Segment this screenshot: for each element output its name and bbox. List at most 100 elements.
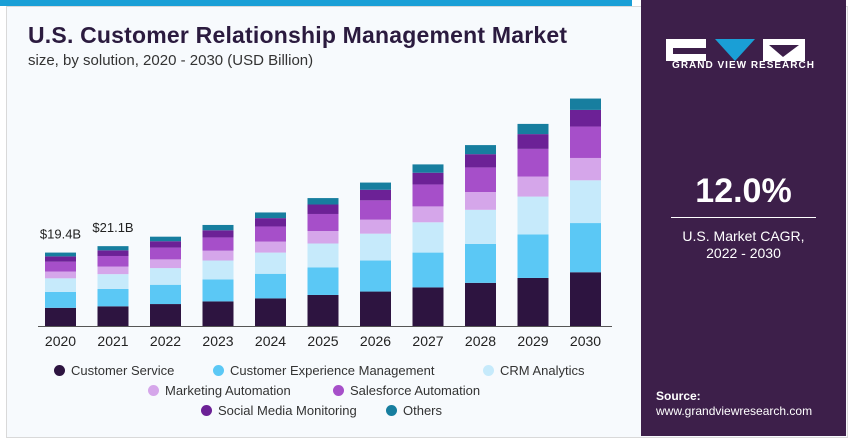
legend-label: Customer Experience Management — [230, 363, 435, 378]
bar-segment-social-media-monitoring-2027 — [412, 172, 444, 185]
cagr-label: U.S. Market CAGR, 2022 - 2030 — [641, 228, 846, 262]
bar-segment-marketing-automation-2024 — [255, 241, 286, 253]
bar-segment-salesforce-automation-2023 — [202, 237, 234, 251]
bar-segment-marketing-automation-2021 — [97, 266, 129, 275]
bar-segment-others-2026 — [360, 182, 391, 190]
bar-segment-crm-analytics-2023 — [202, 260, 234, 280]
source-label: Source: — [656, 389, 701, 403]
legend-item: Salesforce Automation — [333, 383, 480, 398]
bar-segment-customer-service-2023 — [202, 301, 234, 326]
bar-segment-crm-analytics-2020 — [45, 278, 76, 292]
bar-segment-others-2028 — [465, 145, 496, 155]
legend-swatch — [333, 385, 344, 396]
bar-segment-customer-service-2022 — [150, 304, 181, 326]
value-annotation: $19.4B — [40, 227, 81, 242]
bar-segment-crm-analytics-2024 — [255, 252, 286, 274]
bar-segment-others-2025 — [307, 198, 339, 205]
source-link[interactable]: www.grandviewresearch.com — [656, 404, 813, 418]
cagr-divider — [671, 217, 816, 218]
bar-segment-crm-analytics-2022 — [150, 268, 181, 285]
bar-segment-customer-service-2027 — [412, 287, 444, 326]
bar-segment-social-media-monitoring-2030 — [570, 109, 601, 127]
bar-segment-customer-experience-management-2023 — [202, 279, 234, 302]
bar-segment-others-2024 — [255, 212, 286, 219]
bar-segment-crm-analytics-2028 — [465, 209, 496, 244]
bar-segment-marketing-automation-2028 — [465, 192, 496, 210]
legend-label: Others — [403, 403, 443, 418]
bar-segment-social-media-monitoring-2026 — [360, 189, 391, 201]
bar-segment-marketing-automation-2026 — [360, 219, 391, 234]
bar-segment-others-2029 — [517, 123, 549, 135]
bar-segment-others-2023 — [202, 224, 234, 231]
brand-name: GRAND VIEW RESEARCH — [672, 60, 815, 71]
bar-segment-customer-experience-management-2029 — [517, 234, 549, 278]
bar-segment-marketing-automation-2027 — [412, 206, 444, 223]
bar-segment-customer-experience-management-2021 — [97, 288, 129, 307]
x-tick-label: 2020 — [45, 333, 76, 349]
legend-label: CRM Analytics — [500, 363, 585, 378]
bar-segment-customer-experience-management-2025 — [307, 267, 339, 295]
bar-segment-crm-analytics-2027 — [412, 222, 444, 253]
bar-segment-marketing-automation-2025 — [307, 231, 339, 244]
bar-segment-salesforce-automation-2020 — [45, 261, 76, 272]
bar-segment-marketing-automation-2022 — [150, 259, 181, 269]
x-tick-label: 2026 — [360, 333, 391, 349]
x-tick-label: 2025 — [307, 333, 338, 349]
bar-segment-customer-service-2025 — [307, 294, 339, 326]
x-tick-label: 2024 — [255, 333, 286, 349]
chart-subtitle: size, by solution, 2020 - 2030 (USD Bill… — [28, 52, 314, 69]
legend-label: Customer Service — [71, 363, 175, 378]
x-tick-label: 2028 — [465, 333, 496, 349]
legend-item: CRM Analytics — [483, 363, 585, 378]
bar-segment-customer-service-2029 — [517, 277, 549, 326]
bar-segment-salesforce-automation-2025 — [307, 213, 339, 232]
legend-swatch — [201, 405, 212, 416]
bar-segment-marketing-automation-2020 — [45, 271, 76, 279]
bar-segment-customer-service-2021 — [97, 306, 129, 326]
legend-label: Social Media Monitoring — [218, 403, 357, 418]
bar-segment-salesforce-automation-2022 — [150, 247, 181, 260]
bar-segment-customer-experience-management-2020 — [45, 291, 76, 308]
bar-segment-salesforce-automation-2021 — [97, 255, 129, 267]
bar-segment-customer-service-2026 — [360, 291, 391, 326]
bar-segment-customer-experience-management-2028 — [465, 243, 496, 283]
bar-segment-salesforce-automation-2029 — [517, 148, 549, 177]
bar-segment-customer-experience-management-2027 — [412, 252, 444, 288]
bar-segment-social-media-monitoring-2028 — [465, 154, 496, 168]
legend-swatch — [213, 365, 224, 376]
x-tick-label: 2029 — [517, 333, 548, 349]
bar-segment-salesforce-automation-2027 — [412, 184, 444, 207]
bar-segment-social-media-monitoring-2020 — [45, 256, 76, 262]
cagr-label-line2: 2022 - 2030 — [706, 245, 781, 261]
stacked-bar-chart: 2020 2021 2022 2023 2024 2025 2026 2027 2028 2029… — [38, 98, 612, 349]
legend-item: Marketing Automation — [148, 383, 291, 398]
bar-segment-marketing-automation-2030 — [570, 157, 601, 181]
bar-segment-marketing-automation-2023 — [202, 250, 234, 261]
bar-segment-crm-analytics-2021 — [97, 274, 129, 289]
x-tick-label: 2030 — [570, 333, 601, 349]
bar-segment-social-media-monitoring-2023 — [202, 230, 234, 238]
x-tick-label: 2022 — [150, 333, 181, 349]
bar-segment-salesforce-automation-2024 — [255, 226, 286, 242]
bar-segment-others-2027 — [412, 164, 444, 173]
grand-view-research-logo — [666, 39, 805, 61]
bar-segment-social-media-monitoring-2022 — [150, 241, 181, 248]
legend-swatch — [483, 365, 494, 376]
bar-segment-customer-experience-management-2022 — [150, 284, 181, 305]
cagr-value: 12.0% — [695, 172, 792, 210]
info-sidebar: GRAND VIEW RESEARCH 12.0% U.S. Market CA… — [641, 0, 846, 436]
bar-segment-customer-experience-management-2026 — [360, 260, 391, 292]
legend-swatch — [148, 385, 159, 396]
bar-segment-customer-service-2030 — [570, 272, 601, 326]
bar-segment-social-media-monitoring-2025 — [307, 204, 339, 214]
legend-swatch — [54, 365, 65, 376]
bar-segment-marketing-automation-2029 — [517, 176, 549, 197]
bar-segment-others-2022 — [150, 236, 181, 242]
bar-segment-crm-analytics-2029 — [517, 196, 549, 235]
bar-segment-customer-experience-management-2024 — [255, 273, 286, 299]
bar-segment-salesforce-automation-2026 — [360, 200, 391, 220]
bar-segment-social-media-monitoring-2029 — [517, 134, 549, 149]
bar-segment-others-2030 — [570, 98, 601, 110]
chart-title: U.S. Customer Relationship Management Ma… — [28, 22, 568, 48]
bar-segment-crm-analytics-2030 — [570, 180, 601, 224]
